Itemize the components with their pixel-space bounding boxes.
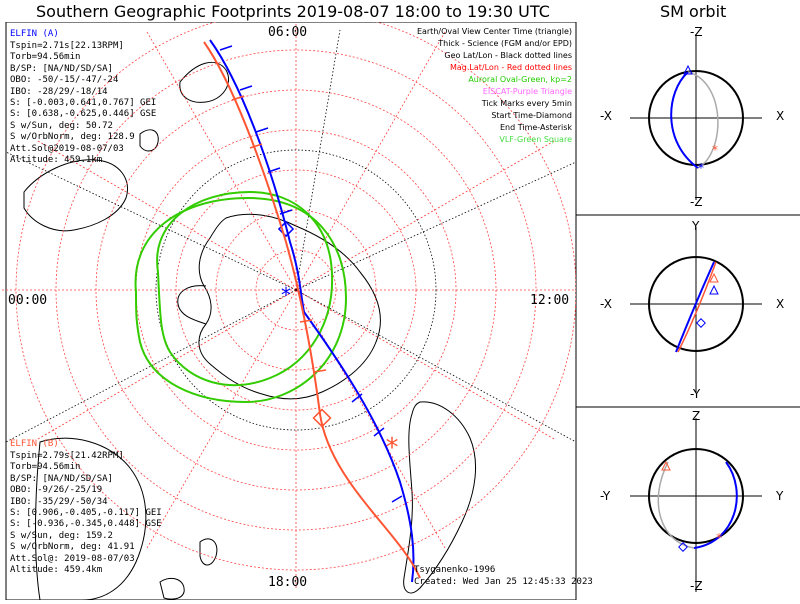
elfin-a-info-line: S w/OrbNorm, deg: 128.9 — [10, 132, 135, 143]
elfin-b-info-line: Att.Sol@: 2019-08-07/03 — [10, 553, 135, 564]
sm-orbit-panel: * * * -Z -X X -Z Y -X — [575, 22, 800, 600]
sm-panel-1-left-label: -X — [600, 109, 612, 123]
clock-label-left: 00:00 — [8, 293, 48, 308]
elfin-a-info-line: Att.Sol@2019-08-07/03 — [10, 143, 124, 154]
credits-author: Tsyganenko-1996 — [414, 565, 496, 575]
sm-panel-1-top-label: -Z — [690, 25, 703, 39]
elfin-b-info-line: S: [-0.936,-0.345,0.448] GSE — [10, 519, 162, 530]
sm-panel-2-bottom-label: -Y — [690, 387, 701, 401]
elfin-a-info-line: Torb=94.56min — [10, 52, 81, 63]
sm-panel-1-plot: * * — [630, 34, 762, 200]
mag-latlon-grid — [0, 0, 596, 590]
clock-label-bottom: 18:00 — [268, 575, 308, 590]
legend-item: Thick - Science (FGM and/or EPD) — [438, 39, 572, 48]
svg-text:*: * — [698, 161, 704, 175]
elfin-a-name: ELFIN (A) — [10, 29, 59, 39]
sm-panel-1-right-label: X — [776, 109, 785, 123]
elfin-b-track: * — [203, 41, 421, 579]
elfin-a-track: * — [209, 39, 415, 583]
legend-item: EISCAT-Purple Triangle — [482, 87, 572, 96]
footprint-map: * * — [0, 0, 596, 601]
legend-item: Auroral Oval-Green, kp=2 — [468, 75, 572, 84]
legend-item: Earth/Oval View Center Time (triangle) — [416, 27, 572, 36]
sm-panel-2-top-label: Y — [692, 219, 700, 233]
legend-item: VLF-Green Square — [499, 135, 572, 144]
elfin-b-start-diamond — [312, 408, 332, 428]
sm-panel-3-plot: * — [630, 418, 762, 592]
legend-item: Mag Lat/Lon - Red dotted lines — [449, 63, 572, 72]
elfin-a-info-line: B/SP: [NA/ND/SD/SA] — [10, 63, 113, 74]
sm-panel-2-right-label: X — [776, 297, 785, 311]
auroral-oval — [134, 190, 348, 404]
clock-label-right: 12:00 — [530, 293, 570, 308]
elfin-b-name: ELFIN (B) — [10, 439, 59, 449]
sm-panel-3-top-label: Z — [692, 409, 701, 423]
elfin-a-info-line: S w/Sun, deg: 50.72 — [10, 120, 113, 131]
clock-label-top: 06:00 — [268, 25, 308, 40]
sm-panel-1-bottom-label: -Z — [690, 195, 703, 209]
elfin-b-info-line: S: [0.906,-0.405,-0.117] GEI — [10, 508, 162, 518]
legend-item: End Time-Asterisk — [499, 123, 572, 132]
svg-text:*: * — [716, 531, 722, 545]
elfin-b-info-line: B/SP: [NA/ND/SD/SA] — [10, 473, 113, 484]
elfin-b-info-line: Torb=94.56min — [10, 462, 81, 473]
footprint-map-panel: * * 06:00 00:00 12:00 18:00 ELFIN (A) Ts… — [0, 0, 596, 601]
legend-item: Start Time-Diamond — [491, 111, 572, 120]
elfin-b-info-line: IBO: -35/29/-50/34 — [10, 496, 108, 507]
elfin-a-info-line: OBO: -50/-15/-47/-24 — [10, 75, 119, 86]
sm-panel-2-left-label: -X — [600, 297, 612, 311]
sm-orbit-title: SM orbit — [660, 2, 727, 21]
elfin-a-end-asterisk: * — [281, 283, 291, 307]
elfin-b-info-line: Altitude: 459.4km — [10, 565, 103, 575]
elfin-a-info-line: Altitude: 459.1km — [10, 155, 103, 165]
geo-latlon-grid — [5, 29, 577, 443]
sm-panel-3-bottom-label: -Z — [690, 579, 703, 593]
sm-panel-3-right-label: Y — [776, 489, 784, 503]
elfin-a-info-line: S: [0.638,-0.625,0.446] GSE — [10, 109, 157, 120]
elfin-a-info-line: Tspin=2.71s[22.13RPM] — [10, 41, 124, 51]
credits-created: Created: Wed Jan 25 12:45:33 2023 — [414, 577, 593, 587]
legend-item: Tick Marks every 5min — [481, 99, 572, 108]
sm-panel-3-left-label: -Y — [600, 489, 611, 503]
elfin-a-info-line: S: [-0.003,0.641,0.767] GEI — [10, 98, 157, 108]
page-title: Southern Geographic Footprints 2019-08-0… — [36, 2, 550, 21]
elfin-a-info-line: IBO: -28/29/-18/14 — [10, 86, 108, 97]
legend-item: Geo Lat/Lon - Black dotted lines — [444, 51, 572, 60]
elfin-b-info-line: Tspin=2.79s[21.42RPM] — [10, 451, 124, 461]
svg-text:*: * — [712, 143, 718, 157]
elfin-b-info-line: S w/Sun, deg: 159.2 — [10, 530, 113, 541]
sm-orbit-plots: * * * — [575, 22, 800, 600]
elfin-b-end-asterisk: * — [386, 433, 399, 463]
elfin-b-info-line: S w/OrbNorm, deg: 41.91 — [10, 542, 135, 553]
sm-panel-2-plot — [630, 227, 762, 392]
elfin-b-info-line: OBO: -9/26/-25/19 — [10, 485, 103, 496]
